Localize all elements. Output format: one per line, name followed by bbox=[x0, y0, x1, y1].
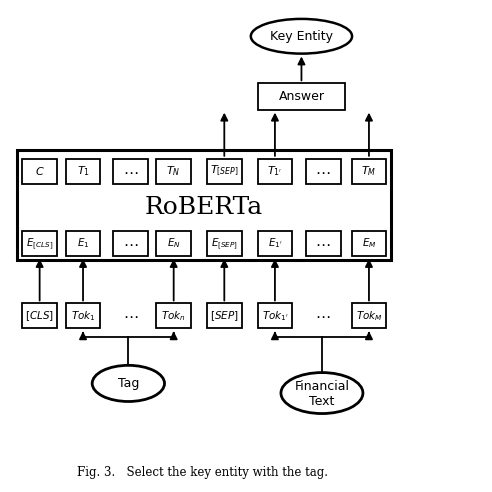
FancyBboxPatch shape bbox=[352, 159, 386, 184]
FancyBboxPatch shape bbox=[156, 159, 191, 184]
FancyBboxPatch shape bbox=[258, 83, 345, 110]
Ellipse shape bbox=[251, 19, 352, 54]
Text: $E_{M}$: $E_{M}$ bbox=[362, 237, 376, 250]
Text: $T_{[SEP]}$: $T_{[SEP]}$ bbox=[210, 164, 239, 178]
Text: $\cdots$: $\cdots$ bbox=[315, 308, 331, 323]
FancyBboxPatch shape bbox=[258, 304, 292, 329]
Text: $\cdots$: $\cdots$ bbox=[315, 236, 331, 251]
Text: $[CLS]$: $[CLS]$ bbox=[25, 309, 54, 323]
FancyBboxPatch shape bbox=[65, 159, 100, 184]
FancyBboxPatch shape bbox=[352, 304, 386, 329]
Text: $Tok_{1}$: $Tok_{1}$ bbox=[71, 309, 95, 323]
FancyBboxPatch shape bbox=[207, 231, 242, 256]
FancyBboxPatch shape bbox=[22, 159, 57, 184]
Text: Key Entity: Key Entity bbox=[270, 30, 333, 43]
Text: $T_{1'}$: $T_{1'}$ bbox=[267, 164, 282, 178]
FancyBboxPatch shape bbox=[207, 304, 242, 329]
FancyBboxPatch shape bbox=[156, 231, 191, 256]
FancyBboxPatch shape bbox=[113, 231, 148, 256]
Text: $E_{1'}$: $E_{1'}$ bbox=[268, 237, 282, 250]
Text: $Tok_{n}$: $Tok_{n}$ bbox=[161, 309, 186, 323]
FancyBboxPatch shape bbox=[65, 304, 100, 329]
Text: $\cdots$: $\cdots$ bbox=[315, 164, 331, 179]
Text: $T_{M}$: $T_{M}$ bbox=[361, 164, 376, 178]
Text: $E_{[SEP]}$: $E_{[SEP]}$ bbox=[211, 236, 238, 251]
FancyBboxPatch shape bbox=[306, 159, 340, 184]
Text: $\cdots$: $\cdots$ bbox=[123, 308, 138, 323]
Text: $[SEP]$: $[SEP]$ bbox=[210, 309, 239, 323]
Text: Fig. 3.   Select the key entity with the tag.: Fig. 3. Select the key entity with the t… bbox=[77, 466, 328, 479]
Text: $Tok_{M}$: $Tok_{M}$ bbox=[356, 309, 382, 323]
Text: $Tok_{1'}$: $Tok_{1'}$ bbox=[262, 309, 288, 323]
Text: $\cdots$: $\cdots$ bbox=[123, 164, 138, 179]
Text: Text: Text bbox=[309, 395, 335, 408]
Text: $C$: $C$ bbox=[35, 165, 44, 177]
Ellipse shape bbox=[92, 366, 164, 401]
FancyBboxPatch shape bbox=[207, 159, 242, 184]
Text: $E_{[CLS]}$: $E_{[CLS]}$ bbox=[26, 236, 53, 251]
FancyBboxPatch shape bbox=[258, 231, 292, 256]
Text: Tag: Tag bbox=[118, 377, 139, 390]
FancyBboxPatch shape bbox=[22, 304, 57, 329]
FancyBboxPatch shape bbox=[156, 304, 191, 329]
FancyBboxPatch shape bbox=[306, 231, 340, 256]
FancyBboxPatch shape bbox=[352, 231, 386, 256]
Text: RoBERTa: RoBERTa bbox=[145, 196, 263, 219]
Text: $E_{N}$: $E_{N}$ bbox=[167, 237, 181, 250]
Text: $\cdots$: $\cdots$ bbox=[123, 236, 138, 251]
Text: $T_{1}$: $T_{1}$ bbox=[77, 164, 90, 178]
FancyBboxPatch shape bbox=[65, 231, 100, 256]
Text: Answer: Answer bbox=[278, 90, 324, 103]
FancyBboxPatch shape bbox=[258, 159, 292, 184]
Text: $E_{1}$: $E_{1}$ bbox=[77, 237, 90, 250]
FancyBboxPatch shape bbox=[22, 231, 57, 256]
FancyBboxPatch shape bbox=[113, 159, 148, 184]
Text: Financial: Financial bbox=[294, 380, 349, 393]
FancyBboxPatch shape bbox=[17, 150, 391, 259]
Ellipse shape bbox=[281, 372, 363, 414]
Text: $T_{N}$: $T_{N}$ bbox=[166, 164, 181, 178]
